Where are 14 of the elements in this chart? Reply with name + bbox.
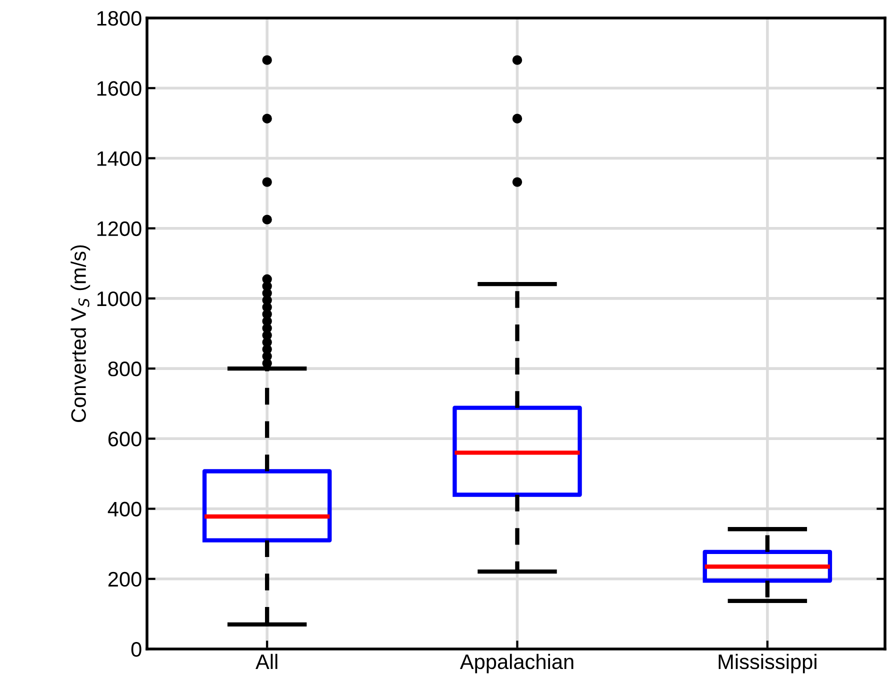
x-tick-label: Mississippi bbox=[718, 654, 816, 674]
y-tick-label: 600 bbox=[108, 432, 142, 446]
x-tick-label: All bbox=[256, 654, 278, 669]
y-tick-label: 200 bbox=[108, 572, 142, 587]
y-tick-label: 0 bbox=[131, 642, 142, 657]
y-tick-label: 400 bbox=[108, 502, 142, 517]
y-axis-title: Converted V$_{S}$ (m/s) bbox=[70, 245, 90, 422]
y-tick-label: 1000 bbox=[97, 291, 142, 306]
y-tick-label: 1200 bbox=[97, 221, 142, 236]
y-tick-label: 1600 bbox=[97, 81, 142, 96]
y-tick-label: 1800 bbox=[97, 11, 142, 26]
x-tick-label: Appalachian bbox=[460, 654, 574, 674]
y-tick-label: 1400 bbox=[97, 151, 142, 166]
y-tick-label: 800 bbox=[108, 362, 142, 376]
